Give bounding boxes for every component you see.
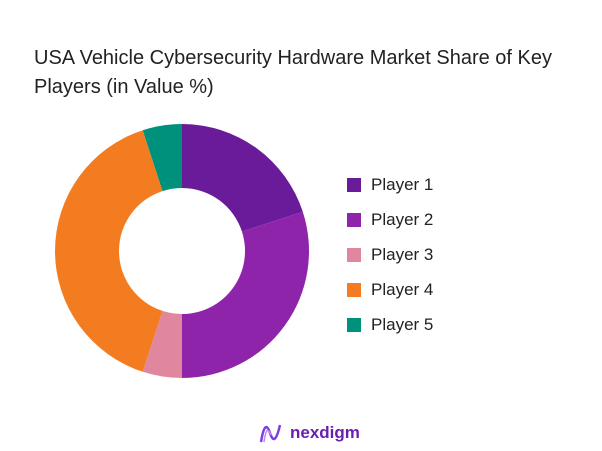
legend-item: Player 4 [347, 280, 433, 300]
legend-item: Player 5 [347, 315, 433, 335]
legend-swatch [347, 213, 361, 227]
legend-label: Player 5 [371, 315, 434, 334]
slice-player-1 [182, 124, 303, 232]
slice-player-2 [182, 211, 309, 378]
legend-label: Player 4 [371, 280, 434, 299]
legend-label: Player 2 [371, 210, 434, 229]
slice-player-5 [142, 124, 182, 192]
legend-swatch [347, 248, 361, 262]
legend-item: Player 2 [347, 210, 433, 230]
chart-title: USA Vehicle Cybersecurity Hardware Marke… [34, 47, 552, 98]
legend-swatch [347, 283, 361, 297]
legend-label: Player 1 [371, 175, 434, 194]
nexdigm-logo: nexdigm [258, 422, 360, 444]
legend-swatch [347, 318, 361, 332]
logo-mark-icon [259, 424, 282, 443]
brand-name: nexdigm [290, 423, 360, 442]
legend-item: Player 3 [347, 245, 433, 265]
slice-player-4 [55, 130, 163, 372]
legend-label: Player 3 [371, 245, 434, 264]
legend-swatch [347, 178, 361, 192]
slice-player-3 [142, 310, 182, 378]
legend-item: Player 1 [347, 175, 433, 195]
